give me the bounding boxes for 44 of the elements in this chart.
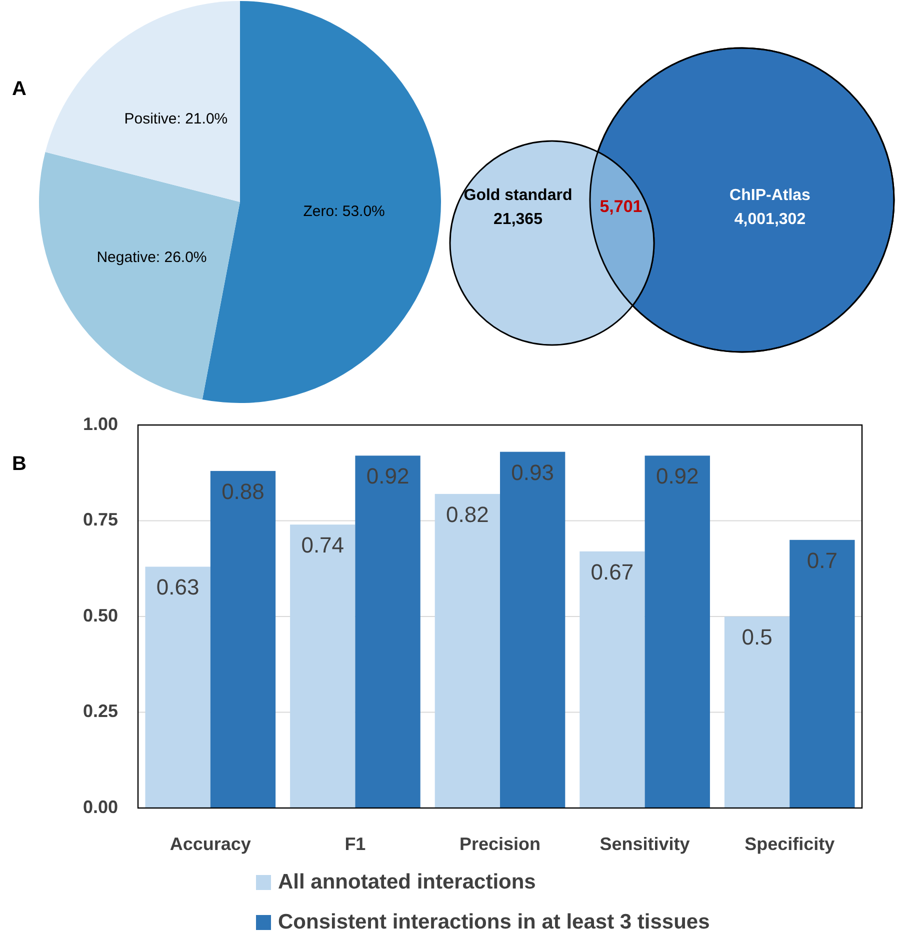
slice-label: Negative: 26.0% (96, 248, 207, 266)
bar (145, 566, 210, 808)
x-tick-label: Sensitivity (600, 834, 690, 854)
category-label: Gold standard (464, 187, 572, 204)
y-tick-label: 0.50 (82, 605, 118, 626)
bar (724, 616, 790, 808)
legend-label: Consistent interactions in at least 3 tissues (278, 910, 710, 934)
y-tick-label: 0.75 (82, 510, 118, 530)
pie-slice (45, 1, 240, 202)
bar (355, 456, 420, 808)
bar (644, 456, 710, 808)
category-label: ChIP-Atlas (730, 187, 811, 204)
data-label: 0.67 (590, 559, 634, 584)
x-tick-label: F1 (344, 834, 366, 854)
x-tick-label: Specificity (744, 834, 835, 854)
text: A (12, 78, 26, 100)
slice-label: Zero: 53.0% (303, 202, 385, 220)
data-label: 0.88 (222, 478, 264, 504)
text: B (12, 453, 26, 475)
bar (580, 551, 645, 808)
data-label: 4,001,302 (734, 211, 806, 228)
data-label: 0.74 (301, 532, 344, 558)
data-label: 0.92 (366, 464, 410, 489)
x-tick-label: Accuracy (170, 834, 251, 854)
data-label: 0.93 (511, 460, 554, 485)
slice-label: Positive: 21.0% (124, 110, 228, 128)
pie-slice (39, 152, 240, 400)
data-label: 0.82 (446, 502, 489, 527)
y-tick-label: 0.00 (82, 796, 118, 817)
bar (210, 470, 276, 808)
text: 5,701 (600, 197, 642, 216)
bar (790, 540, 855, 808)
x-tick-label: Precision (459, 834, 541, 854)
data-label: 0.92 (656, 464, 699, 489)
data-label: 0.63 (156, 574, 200, 600)
data-label: 0.7 (806, 548, 838, 573)
bar (434, 494, 500, 808)
bar (290, 524, 356, 808)
y-tick-label: 0.25 (82, 701, 118, 721)
y-tick-label: 1.00 (82, 414, 118, 434)
data-label: 0.5 (742, 624, 772, 650)
bar (500, 452, 566, 808)
legend-label: All annotated interactions (278, 870, 536, 894)
data-label: 21,365 (494, 211, 543, 228)
